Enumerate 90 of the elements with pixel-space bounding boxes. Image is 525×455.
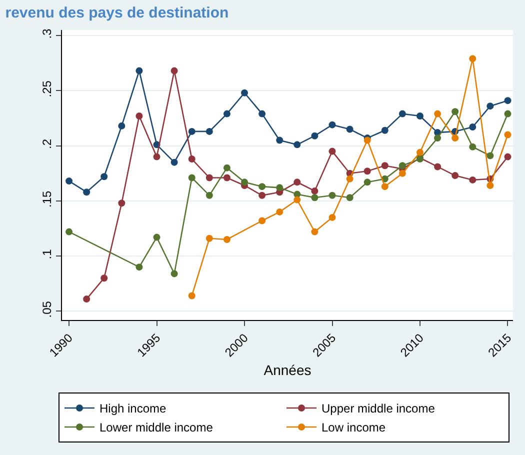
point	[276, 208, 284, 216]
point	[398, 110, 406, 118]
point	[241, 178, 248, 186]
point	[188, 174, 196, 182]
point	[188, 292, 196, 300]
point	[434, 134, 442, 142]
point	[328, 192, 336, 199]
y-tick-label: .3	[40, 28, 54, 39]
point	[328, 214, 336, 221]
point	[206, 128, 213, 135]
point	[188, 128, 196, 135]
point	[206, 192, 213, 199]
point	[381, 126, 388, 134]
point	[311, 132, 318, 140]
point	[276, 184, 284, 192]
point	[486, 152, 494, 160]
point	[381, 162, 388, 170]
point	[66, 228, 73, 236]
point	[469, 143, 476, 150]
point	[328, 121, 336, 128]
legend-label: High income	[100, 402, 167, 416]
point	[136, 112, 143, 120]
point	[381, 183, 388, 190]
point	[504, 153, 512, 160]
point	[398, 170, 406, 177]
point	[258, 192, 266, 199]
chart-title: revenu des pays de destination	[5, 4, 229, 22]
point	[223, 164, 230, 172]
point	[486, 182, 494, 189]
point	[258, 217, 266, 224]
point	[469, 55, 476, 62]
point	[311, 194, 318, 202]
legend-label: Low income	[322, 420, 386, 435]
point	[328, 148, 336, 155]
point	[434, 163, 442, 170]
point	[83, 188, 90, 196]
y-tick-label: .1	[40, 248, 54, 260]
point	[294, 196, 301, 204]
point	[311, 187, 318, 194]
y-tick-label: .25	[40, 80, 54, 98]
point	[66, 178, 73, 185]
point	[452, 134, 459, 142]
point	[258, 110, 266, 118]
point	[136, 67, 143, 74]
point	[223, 236, 230, 244]
point	[364, 168, 371, 175]
point	[223, 110, 230, 118]
legend-label: Lower middle income	[100, 420, 214, 435]
point	[170, 67, 178, 74]
point	[452, 172, 459, 180]
point	[153, 234, 160, 241]
point	[136, 264, 143, 271]
point	[294, 178, 301, 186]
point	[452, 108, 459, 116]
y-tick-label: .15	[40, 190, 54, 208]
point	[416, 112, 424, 120]
point	[311, 228, 318, 236]
point	[469, 176, 476, 184]
point	[346, 126, 354, 133]
point	[416, 148, 424, 156]
point	[170, 270, 178, 278]
point	[469, 124, 476, 131]
point	[118, 122, 126, 130]
point	[206, 234, 213, 242]
point	[504, 97, 512, 104]
point	[153, 153, 160, 160]
point	[170, 158, 178, 166]
point	[100, 274, 108, 282]
point	[276, 136, 284, 144]
point	[504, 131, 512, 138]
point	[100, 173, 108, 180]
point	[188, 156, 196, 163]
point	[504, 110, 512, 118]
point	[118, 200, 126, 207]
y-tick-label: .2	[40, 138, 54, 149]
point	[294, 141, 301, 148]
point	[241, 89, 248, 96]
point	[434, 110, 442, 118]
point	[398, 162, 406, 170]
point	[364, 178, 371, 186]
point	[486, 102, 494, 110]
point	[83, 296, 90, 303]
legend-label: Upper middle income	[322, 402, 436, 416]
point	[346, 194, 354, 202]
point	[223, 174, 230, 182]
x-axis-title: Années	[264, 362, 312, 378]
point	[206, 174, 213, 182]
y-tick-label: .05	[40, 300, 54, 318]
point	[346, 175, 354, 182]
point	[258, 183, 266, 190]
